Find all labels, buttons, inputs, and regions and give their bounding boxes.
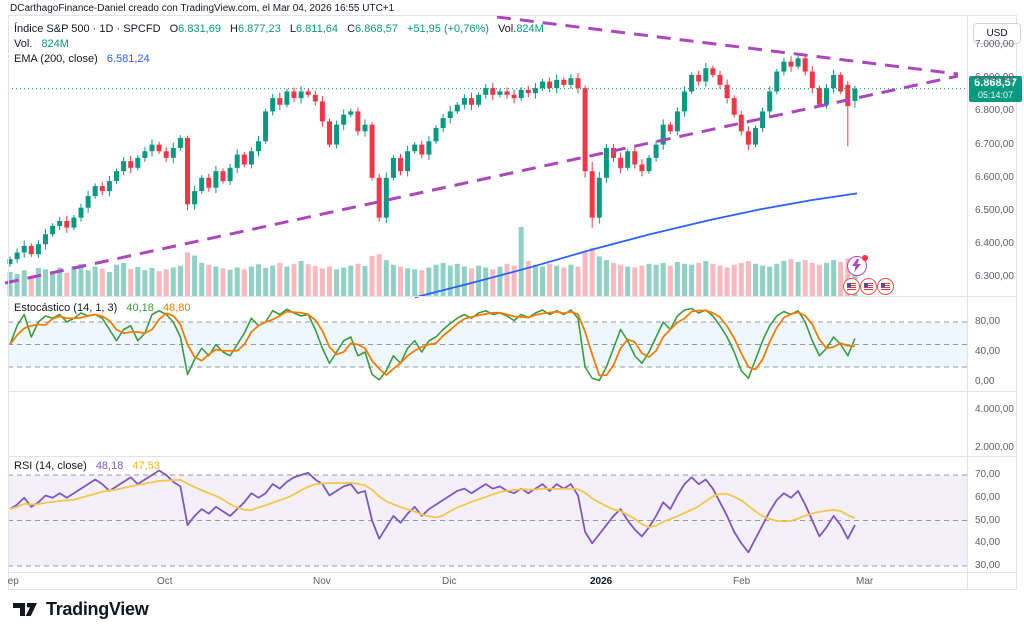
- rsi-value: 48,18: [95, 460, 124, 472]
- rsi-tick: 50,00: [975, 514, 1001, 526]
- rsi-tick: 60,00: [975, 491, 1001, 503]
- last-price-value: 6.868,57: [974, 77, 1017, 89]
- price-tick: 6.400,00: [975, 238, 1014, 250]
- tradingview-logo[interactable]: TradingView: [12, 599, 149, 620]
- price-tick: 6.500,00: [975, 205, 1014, 216]
- low-value: 6.811,64: [296, 23, 339, 35]
- rsi-legend[interactable]: RSI (14, close) 48,18 47,53: [14, 460, 160, 472]
- time-label: Dic: [442, 576, 457, 587]
- time-label: Sep: [8, 576, 19, 587]
- main-legend: Índice S&P 500 · 1D · SPCFD O6.831,69 H6…: [14, 22, 544, 67]
- price-tick: 6.600,00: [975, 171, 1014, 183]
- tradingview-logo-text: TradingView: [46, 599, 149, 619]
- price-tick: 6.300,00: [975, 271, 1014, 283]
- close-label: C: [347, 23, 356, 35]
- low-label: L: [289, 23, 297, 35]
- stoch-tick: 80,00: [975, 316, 1001, 327]
- rsi-tick: 40,00: [975, 537, 1001, 549]
- volume-legend-row[interactable]: Vol. 824M: [14, 37, 544, 52]
- volume-label: Vol.: [497, 23, 517, 35]
- time-label: 2026: [590, 576, 613, 587]
- bar-countdown: 05:14:07: [977, 90, 1014, 100]
- time-axis[interactable]: Sep Oct Nov Dic 2026 Feb Mar: [8, 573, 967, 590]
- stoch-tick: 40,00: [975, 346, 1001, 357]
- rsi-tick: 70,00: [975, 469, 1001, 480]
- high-label: H: [230, 23, 238, 35]
- rsi-title[interactable]: RSI (14, close): [14, 460, 87, 472]
- lightning-event-icon[interactable]: [847, 255, 868, 276]
- price-tick: 6.700,00: [975, 138, 1014, 150]
- ema-value: 6.581,24: [106, 53, 150, 65]
- empty-pane-tick: 2.000,00: [975, 442, 1014, 453]
- notification-dot: [862, 255, 868, 261]
- rsi-tick: 30,00: [975, 560, 1001, 571]
- stochastic-title[interactable]: Estocástico (14, 1, 3): [14, 302, 118, 314]
- symbol-legend-row[interactable]: Índice S&P 500 · 1D · SPCFD O6.831,69 H6…: [14, 22, 544, 37]
- symbol-title[interactable]: Índice S&P 500 · 1D · SPCFD: [14, 23, 161, 35]
- stoch-tick: 0,00: [975, 376, 995, 387]
- stochastic-legend[interactable]: Estocástico (14, 1, 3) 40,18 48,80: [14, 302, 191, 314]
- ema-label[interactable]: EMA (200, close): [14, 53, 98, 65]
- close-value: 6.868,57: [355, 23, 398, 35]
- vol-row-value: 824M: [41, 38, 69, 50]
- tradingview-logo-mark: [13, 603, 37, 616]
- price-tick: 6.900,00: [975, 72, 1014, 84]
- ema-legend-row[interactable]: EMA (200, close) 6.581,24: [14, 52, 544, 67]
- price-tick: 7.000,00: [975, 39, 1014, 50]
- stochastic-k-value: 40,18: [126, 302, 154, 314]
- us-flag-event-icon[interactable]: [877, 278, 894, 295]
- currency-button[interactable]: USD: [973, 23, 1021, 44]
- volume-value: 824M: [516, 23, 544, 35]
- last-price-badge[interactable]: 6.868,57 05:14:07: [969, 76, 1022, 102]
- stochastic-d-value: 48,80: [162, 302, 191, 314]
- us-flag-event-icon[interactable]: [860, 278, 877, 295]
- rsi-ma-value: 47,53: [132, 460, 160, 472]
- time-label: Mar: [856, 576, 874, 587]
- open-label: O: [169, 23, 179, 35]
- time-label: Feb: [733, 576, 751, 587]
- time-label: Nov: [313, 576, 331, 587]
- high-value: 6.877,23: [238, 23, 281, 35]
- vol-row-label[interactable]: Vol.: [14, 38, 33, 50]
- time-label: Oct: [157, 576, 173, 587]
- change-value: +51,95 (+0,76%): [406, 23, 489, 35]
- empty-pane-tick: 4.000,00: [975, 404, 1014, 415]
- price-tick: 6.800,00: [975, 105, 1014, 117]
- attribution-text: DCarthagoFinance-Daniel creado con Tradi…: [10, 3, 395, 14]
- open-value: 6.831,69: [178, 23, 221, 35]
- us-flag-event-icon[interactable]: [843, 278, 860, 295]
